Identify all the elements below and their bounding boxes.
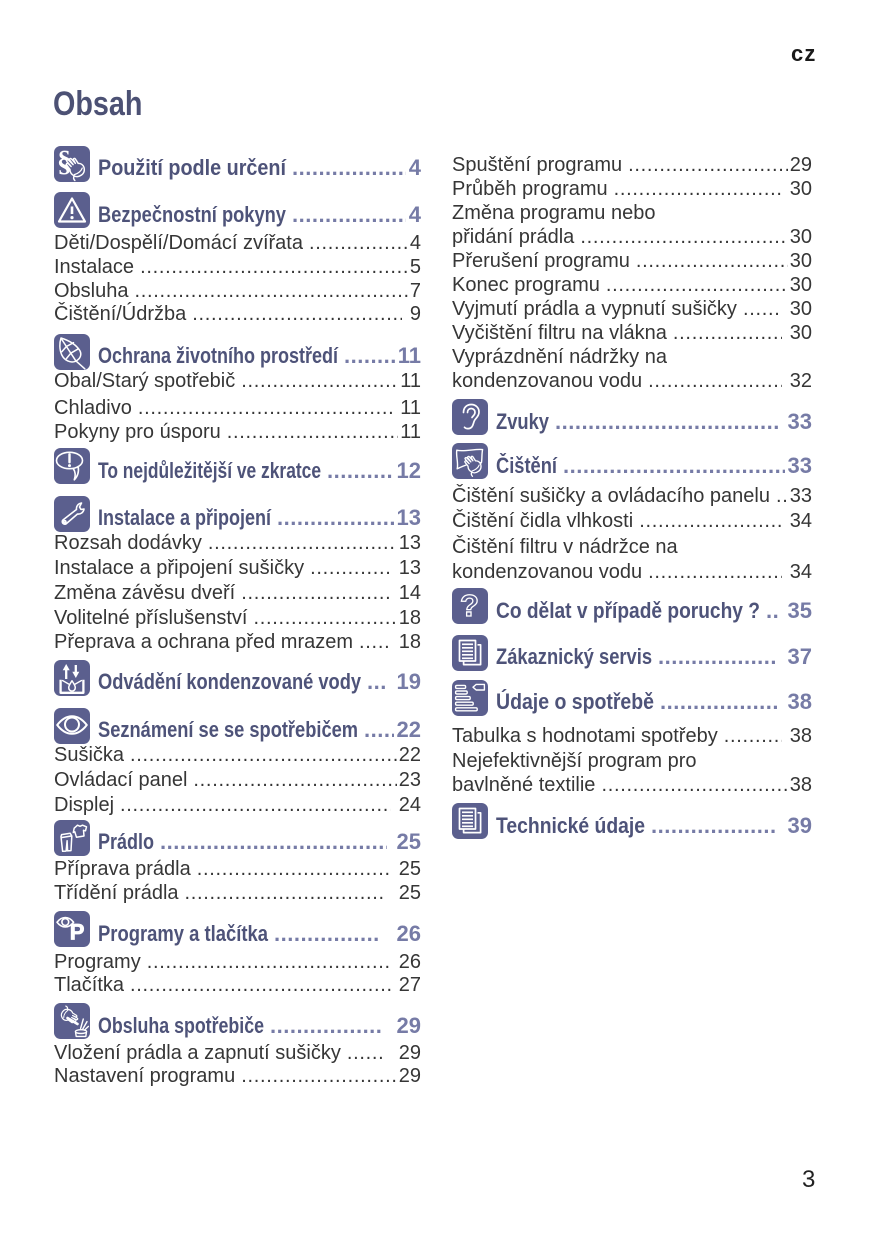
svg-text:?: ? [460, 588, 479, 623]
svg-text:P: P [70, 920, 85, 945]
svg-text:§: § [57, 146, 72, 178]
